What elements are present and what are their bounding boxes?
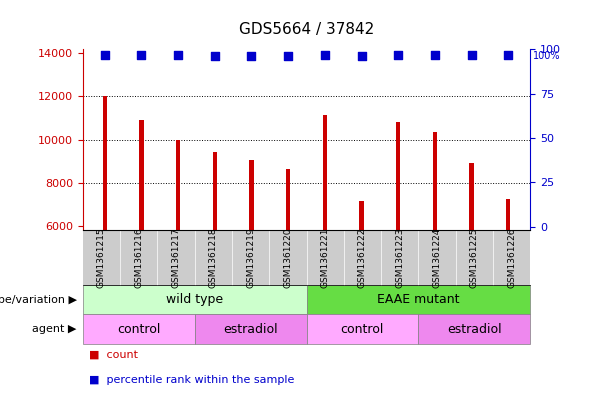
Text: GSM1361220: GSM1361220 [283, 227, 292, 288]
Point [283, 53, 293, 59]
Text: agent ▶: agent ▶ [32, 324, 77, 334]
Point [503, 51, 513, 58]
Point [394, 51, 403, 58]
Text: GSM1361219: GSM1361219 [246, 227, 255, 288]
Bar [286, 169, 291, 230]
Bar [506, 199, 511, 230]
Point [320, 51, 330, 58]
Text: GSM1361225: GSM1361225 [470, 227, 479, 288]
Bar [249, 160, 254, 230]
Text: GSM1361217: GSM1361217 [172, 227, 180, 288]
Bar [433, 132, 437, 230]
Text: GSM1361218: GSM1361218 [209, 227, 218, 288]
Text: EAAE mutant: EAAE mutant [377, 293, 460, 306]
Text: genotype/variation ▶: genotype/variation ▶ [0, 295, 77, 305]
Text: 100%: 100% [533, 51, 561, 61]
Text: GSM1361215: GSM1361215 [97, 227, 106, 288]
Point [466, 51, 476, 58]
Text: GSM1361223: GSM1361223 [395, 227, 404, 288]
Text: estradiol: estradiol [447, 323, 501, 336]
Point [430, 51, 440, 58]
Text: GSM1361222: GSM1361222 [358, 227, 367, 288]
Text: estradiol: estradiol [223, 323, 278, 336]
Bar [470, 163, 474, 230]
Point [137, 51, 147, 58]
Text: GSM1361216: GSM1361216 [134, 227, 143, 288]
Point [246, 53, 256, 59]
Text: ■  percentile rank within the sample: ■ percentile rank within the sample [89, 375, 294, 385]
Point [357, 53, 367, 59]
Text: GSM1361226: GSM1361226 [507, 227, 516, 288]
Text: GSM1361224: GSM1361224 [433, 227, 441, 288]
Text: GDS5664 / 37842: GDS5664 / 37842 [239, 22, 374, 37]
Point [210, 53, 219, 59]
Bar [213, 152, 217, 230]
Text: control: control [117, 323, 161, 336]
Text: wild type: wild type [166, 293, 223, 306]
Bar [359, 201, 364, 230]
Text: ■  count: ■ count [89, 350, 138, 360]
Bar [322, 115, 327, 230]
Bar [396, 122, 400, 230]
Text: control: control [341, 323, 384, 336]
Bar [176, 140, 180, 230]
Bar [102, 96, 107, 230]
Point [100, 51, 110, 58]
Text: GSM1361221: GSM1361221 [321, 227, 330, 288]
Bar [139, 120, 143, 230]
Point [173, 51, 183, 58]
